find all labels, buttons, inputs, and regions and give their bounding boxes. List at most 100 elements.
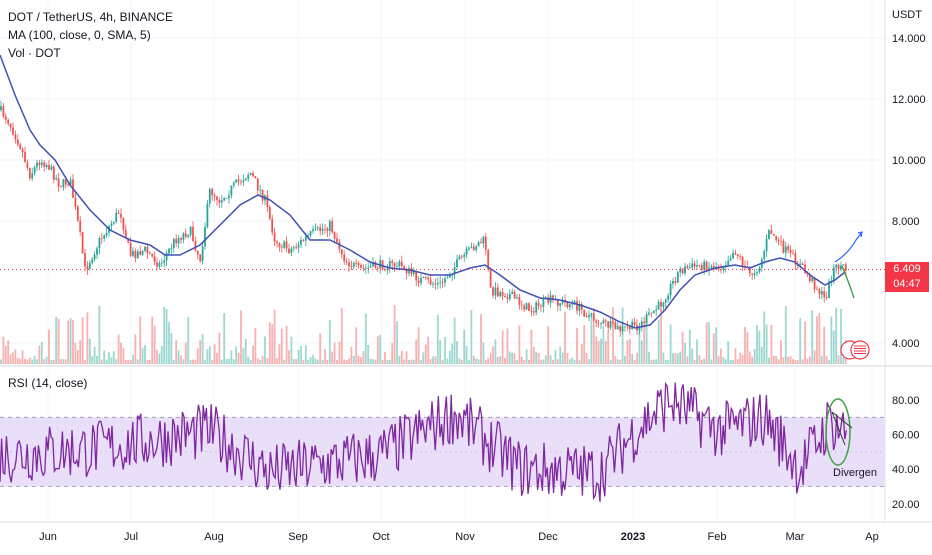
symbol-title[interactable]: DOT / TetherUS, 4h, BINANCE xyxy=(8,10,173,24)
volume-bar xyxy=(223,313,226,364)
volume-bar xyxy=(168,322,170,364)
candle-body xyxy=(319,227,322,231)
volume-bar xyxy=(451,343,454,364)
ma-line xyxy=(0,54,846,329)
volume-bar xyxy=(283,359,286,364)
volume-bar xyxy=(319,333,322,364)
candle-body xyxy=(391,261,394,263)
volume-bar xyxy=(81,317,84,364)
volume-legend[interactable]: Vol · DOT xyxy=(8,46,61,60)
candle-body xyxy=(458,256,461,260)
candle-body xyxy=(110,223,113,226)
volume-bar xyxy=(559,346,562,364)
volume-bar xyxy=(823,326,826,364)
candle-body xyxy=(52,166,55,180)
volume-bar xyxy=(24,358,26,364)
volume-bar xyxy=(266,358,269,364)
volume-bar xyxy=(720,348,722,364)
volume-bar xyxy=(480,314,482,364)
volume-bar xyxy=(602,325,605,364)
bar-countdown: 04:47 xyxy=(893,278,921,290)
volume-bar xyxy=(535,352,538,364)
volume-bar xyxy=(280,328,283,364)
candle-body xyxy=(751,273,754,275)
volume-bar xyxy=(650,359,653,364)
candle-body xyxy=(235,179,238,183)
volume-bar xyxy=(434,356,437,364)
candle-body xyxy=(597,322,600,324)
candle-body xyxy=(129,242,132,256)
volume-bar xyxy=(189,359,192,364)
candle-body xyxy=(811,277,814,282)
candle-body xyxy=(465,248,468,255)
candle-body xyxy=(36,162,38,168)
candle-body xyxy=(340,249,343,255)
volume-bar xyxy=(295,359,298,364)
candle-body xyxy=(403,265,406,270)
candle-body xyxy=(220,200,223,203)
candle-body xyxy=(376,267,379,269)
volume-bar xyxy=(578,359,581,364)
volume-bar xyxy=(765,324,768,364)
volume-bar xyxy=(302,359,305,364)
volume-bar xyxy=(722,357,725,364)
candle-body xyxy=(722,266,725,270)
volume-bar xyxy=(717,355,720,364)
volume-bar xyxy=(528,359,530,364)
volume-bar xyxy=(405,351,408,364)
candle-body xyxy=(208,188,211,204)
time-tick-label: Jul xyxy=(124,531,138,543)
volume-bar xyxy=(2,336,5,364)
candle-body xyxy=(772,234,775,236)
volume-bar xyxy=(806,358,809,364)
candle-body xyxy=(180,237,182,240)
candle-body xyxy=(276,241,278,244)
volume-bar xyxy=(235,346,238,364)
candle-body xyxy=(240,181,242,183)
ma-legend[interactable]: MA (100, close, 0, SMA, 5) xyxy=(8,28,151,42)
candle-body xyxy=(148,252,151,254)
candle-body xyxy=(700,265,703,270)
volume-bar xyxy=(681,331,684,364)
rsi-legend[interactable]: RSI (14, close) xyxy=(8,376,88,390)
volume-bar xyxy=(230,350,233,364)
candle-body xyxy=(643,321,646,324)
volume-bar xyxy=(343,359,346,364)
volume-bar xyxy=(446,358,449,364)
candle-body xyxy=(480,242,482,244)
candle-body xyxy=(175,239,178,244)
candle-body xyxy=(271,218,274,233)
volume-bar xyxy=(777,359,780,364)
candle-body xyxy=(43,162,46,168)
volume-bar xyxy=(648,351,650,364)
volume-bar xyxy=(206,349,209,364)
volume-bar xyxy=(727,341,730,364)
volume-bar xyxy=(768,357,770,364)
volume-bar xyxy=(583,325,586,364)
volume-bar xyxy=(741,354,744,364)
candle-body xyxy=(211,188,214,196)
candle-body xyxy=(818,289,821,295)
candle-body xyxy=(436,283,439,285)
volume-bar xyxy=(792,359,794,364)
candle-body xyxy=(300,239,302,245)
volume-bar xyxy=(645,314,648,364)
candle-body xyxy=(652,310,655,314)
candle-body xyxy=(583,309,586,317)
volume-bar xyxy=(614,355,617,364)
candle-body xyxy=(477,242,480,247)
volume-bar xyxy=(127,359,130,364)
candle-body xyxy=(566,302,569,308)
time-tick-label: Nov xyxy=(455,531,475,543)
volume-bar xyxy=(748,351,751,364)
candle-body xyxy=(314,228,317,230)
candle-body xyxy=(2,106,5,117)
candle-body xyxy=(316,227,319,229)
candle-body xyxy=(112,221,115,224)
volume-bar xyxy=(64,359,67,364)
candle-body xyxy=(511,291,514,294)
volume-bar xyxy=(362,351,365,364)
candle-body xyxy=(844,264,847,271)
